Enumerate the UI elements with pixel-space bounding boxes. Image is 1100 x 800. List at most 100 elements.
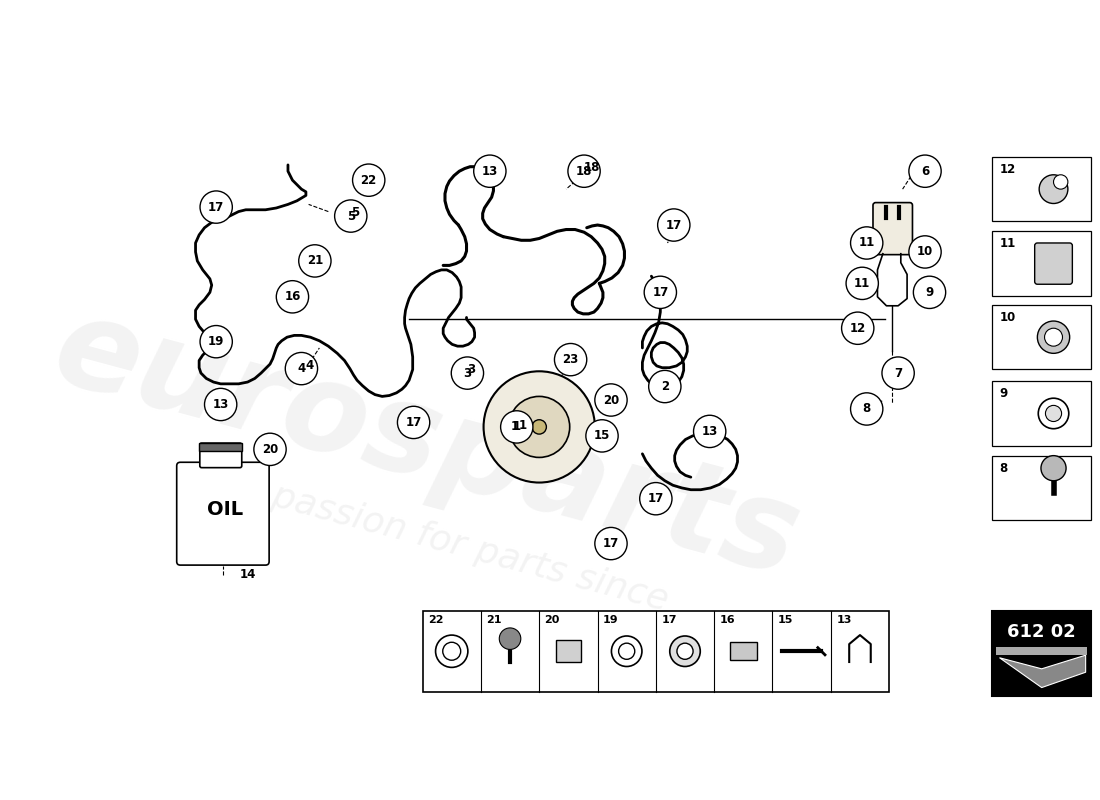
FancyBboxPatch shape <box>873 202 913 254</box>
Circle shape <box>1041 456 1066 481</box>
Polygon shape <box>556 641 581 662</box>
Text: 17: 17 <box>661 615 676 626</box>
Bar <box>996 646 1088 655</box>
Text: 21: 21 <box>486 615 502 626</box>
Bar <box>422 611 889 692</box>
Text: 17: 17 <box>406 416 421 429</box>
FancyBboxPatch shape <box>177 462 270 565</box>
Text: 6: 6 <box>921 165 929 178</box>
Circle shape <box>595 527 627 560</box>
Text: 1: 1 <box>518 418 527 432</box>
Text: 17: 17 <box>652 286 669 299</box>
Text: 4: 4 <box>297 362 306 375</box>
Circle shape <box>909 155 942 187</box>
Text: 5: 5 <box>351 206 359 219</box>
Text: 16: 16 <box>284 290 300 303</box>
Circle shape <box>850 227 883 259</box>
Text: 22: 22 <box>428 615 443 626</box>
Bar <box>992 456 1091 520</box>
Bar <box>992 231 1091 296</box>
Circle shape <box>568 155 601 187</box>
Text: a passion for parts since: a passion for parts since <box>235 470 672 618</box>
Circle shape <box>200 191 232 223</box>
Circle shape <box>205 388 236 421</box>
Text: 4: 4 <box>306 358 315 371</box>
Text: 8: 8 <box>1000 462 1008 474</box>
Text: 3: 3 <box>463 366 472 379</box>
Text: 13: 13 <box>702 425 718 438</box>
Text: 7: 7 <box>894 366 902 379</box>
Circle shape <box>595 384 627 416</box>
Circle shape <box>508 397 570 458</box>
Text: 15: 15 <box>594 430 610 442</box>
Circle shape <box>436 635 468 667</box>
FancyBboxPatch shape <box>200 443 242 468</box>
Text: 9: 9 <box>1000 387 1008 400</box>
Text: 1: 1 <box>510 421 519 434</box>
Circle shape <box>254 433 286 466</box>
Circle shape <box>334 200 367 232</box>
Circle shape <box>276 281 309 313</box>
Text: 17: 17 <box>208 201 224 214</box>
Circle shape <box>913 276 946 309</box>
Circle shape <box>649 370 681 402</box>
Circle shape <box>554 343 586 376</box>
Circle shape <box>442 642 461 660</box>
Circle shape <box>299 245 331 277</box>
Circle shape <box>500 410 532 443</box>
Text: 17: 17 <box>648 492 664 506</box>
Circle shape <box>670 636 701 666</box>
Text: 19: 19 <box>208 335 224 348</box>
Text: 11: 11 <box>1000 238 1015 250</box>
Text: 22: 22 <box>361 174 377 186</box>
Circle shape <box>484 371 595 482</box>
FancyBboxPatch shape <box>1035 243 1072 284</box>
Circle shape <box>676 643 693 659</box>
Circle shape <box>1040 174 1068 203</box>
Text: 1: 1 <box>513 421 520 434</box>
Text: 10: 10 <box>917 246 933 258</box>
Circle shape <box>474 155 506 187</box>
Bar <box>992 611 1091 696</box>
Circle shape <box>1045 406 1062 422</box>
Circle shape <box>882 357 914 390</box>
Circle shape <box>285 353 318 385</box>
Circle shape <box>645 276 676 309</box>
Polygon shape <box>730 642 757 660</box>
Text: 9: 9 <box>925 286 934 299</box>
Text: 17: 17 <box>666 218 682 231</box>
Text: 20: 20 <box>603 394 619 406</box>
Circle shape <box>532 420 547 434</box>
Circle shape <box>658 209 690 241</box>
Text: 15: 15 <box>778 615 793 626</box>
Circle shape <box>846 267 879 299</box>
Text: 19: 19 <box>603 615 618 626</box>
Text: 12: 12 <box>849 322 866 334</box>
Circle shape <box>451 357 484 390</box>
Text: 14: 14 <box>240 568 256 581</box>
Text: 5: 5 <box>346 210 355 222</box>
Text: 11: 11 <box>854 277 870 290</box>
Bar <box>992 381 1091 446</box>
Circle shape <box>909 236 942 268</box>
Circle shape <box>1054 174 1068 189</box>
Text: 20: 20 <box>544 615 560 626</box>
Text: eurosparts: eurosparts <box>42 287 812 602</box>
Circle shape <box>353 164 385 196</box>
Circle shape <box>618 643 635 659</box>
Text: 17: 17 <box>603 537 619 550</box>
Circle shape <box>842 312 873 344</box>
Text: 8: 8 <box>862 402 871 415</box>
Text: 21: 21 <box>307 254 323 267</box>
Text: 18: 18 <box>584 161 601 174</box>
Text: 23: 23 <box>562 353 579 366</box>
Text: 16: 16 <box>719 615 735 626</box>
Circle shape <box>1038 398 1069 429</box>
Circle shape <box>1037 321 1069 354</box>
Text: 12: 12 <box>1000 163 1015 176</box>
Text: 13: 13 <box>212 398 229 411</box>
Text: 10: 10 <box>1000 311 1015 324</box>
Text: 612 02: 612 02 <box>1008 623 1076 641</box>
Circle shape <box>850 393 883 425</box>
Bar <box>992 157 1091 222</box>
